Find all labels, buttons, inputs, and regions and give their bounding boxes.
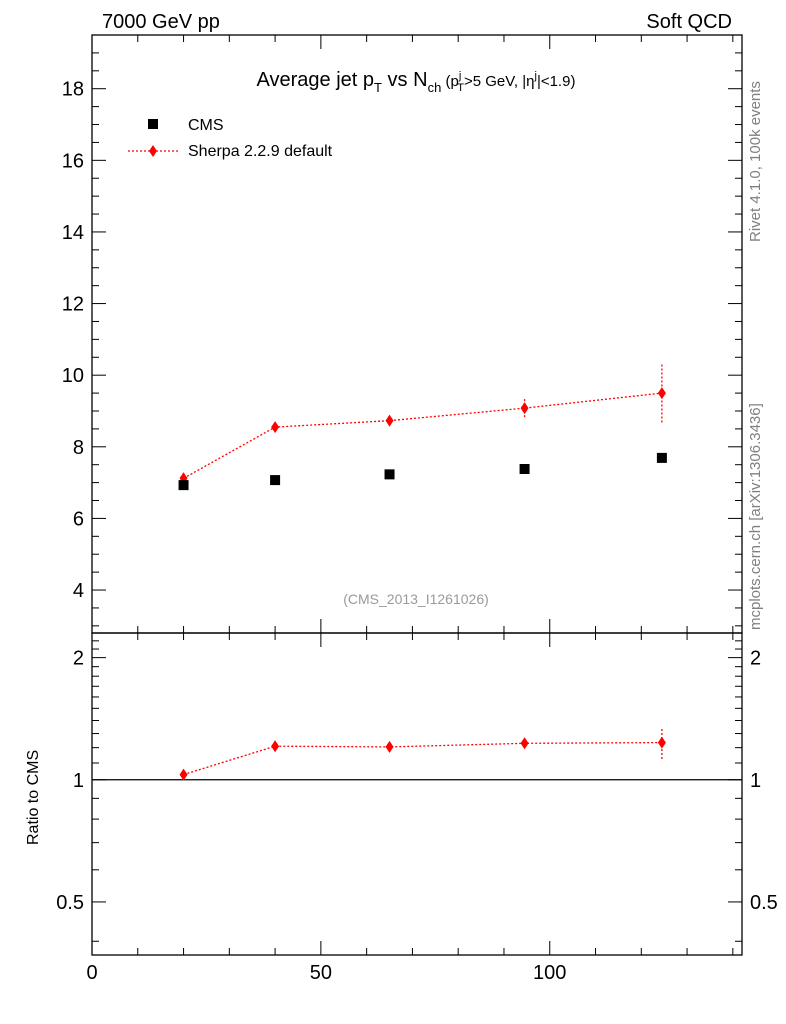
- cms-data-point: [270, 475, 281, 486]
- mcplots-source-label: mcplots.cern.ch [arXiv:1306.3436]: [747, 403, 764, 630]
- title-cut-close: |<1.9): [537, 73, 576, 90]
- sherpa-data-point: [385, 414, 394, 427]
- rivet-version-label: Rivet 4.1.0, 100k events: [747, 81, 764, 242]
- ratio-y-tick-label-right: 0.5: [750, 892, 778, 914]
- sherpa-data-point: [271, 421, 280, 434]
- title-cut-mid: >5 GeV, |η: [464, 73, 534, 90]
- main-y-tick-label: 12: [62, 294, 84, 316]
- main-y-tick-label: 6: [73, 508, 84, 530]
- ratio-y-tick-label-right: 2: [750, 648, 761, 670]
- title-cut-sub-t: T: [457, 82, 464, 94]
- main-y-tick-label: 8: [73, 437, 84, 459]
- cms-data-point: [178, 480, 189, 491]
- ratio-sherpa-data-point: [271, 740, 280, 753]
- plot-title: Average jet pT vs Nch (pj T>5 GeV, |ηj|<1…: [257, 69, 576, 95]
- main-y-tick-label: 10: [62, 365, 84, 387]
- header-energy-label: 7000 GeV pp: [102, 11, 220, 33]
- ratio-sherpa-data-point: [385, 740, 394, 753]
- ratio-data-series: [179, 727, 666, 781]
- sherpa-connecting-line: [183, 392, 662, 479]
- x-tick-label: 100: [533, 962, 566, 984]
- title-cut-sup-j2: j: [533, 70, 536, 82]
- header-category-label: Soft QCD: [646, 11, 732, 33]
- title-sub-t: T: [374, 80, 382, 95]
- ratio-panel-frame: [91, 632, 743, 956]
- analysis-reference-label: (CMS_2013_I1261026): [343, 591, 489, 607]
- cms-data-point: [656, 452, 667, 463]
- legend: CMS Sherpa 2.2.9 default: [128, 117, 333, 160]
- x-tick-label: 50: [310, 962, 332, 984]
- legend-cms-label: CMS: [188, 117, 224, 134]
- ratio-y-axis-label: Ratio to CMS: [25, 750, 42, 845]
- ratio-y-tick-label-left: 1: [73, 770, 84, 792]
- ratio-sherpa-data-point: [657, 736, 666, 749]
- title-sub-ch: ch: [428, 80, 442, 95]
- legend-cms-marker: [148, 119, 158, 129]
- ratio-sherpa-connecting-line: [183, 741, 662, 776]
- ratio-x-axis: 0 50 100: [86, 633, 734, 984]
- title-cut-sup-j: j: [458, 70, 461, 82]
- cms-data-point: [384, 469, 395, 480]
- ratio-y-tick-label-left: 0.5: [56, 892, 84, 914]
- sherpa-data-point: [520, 402, 529, 415]
- main-y-tick-label: 16: [62, 150, 84, 172]
- title-vs: vs N: [382, 69, 428, 91]
- main-y-axis: 4 6 8 10 12 14 16 18: [62, 34, 742, 627]
- cms-data-point: [519, 463, 530, 474]
- title-main: Average jet p: [257, 69, 375, 91]
- ratio-y-tick-label-right: 1: [750, 770, 761, 792]
- main-y-tick-label: 4: [73, 580, 84, 602]
- x-tick-label: 0: [86, 962, 97, 984]
- main-data-series: [178, 363, 667, 491]
- sherpa-data-point: [657, 387, 666, 400]
- main-x-axis: [91, 35, 734, 633]
- ratio-sherpa-data-point: [179, 768, 188, 781]
- title-cut-open: (p: [441, 73, 459, 90]
- main-y-tick-label: 18: [62, 79, 84, 101]
- ratio-y-axis: 0.5 0.5 1 1 2 2: [56, 640, 778, 942]
- legend-sherpa-marker: [149, 145, 157, 157]
- legend-sherpa-label: Sherpa 2.2.9 default: [188, 143, 333, 160]
- ratio-y-tick-label-left: 2: [73, 648, 84, 670]
- main-y-tick-label: 14: [62, 222, 84, 244]
- ratio-sherpa-data-point: [520, 737, 529, 750]
